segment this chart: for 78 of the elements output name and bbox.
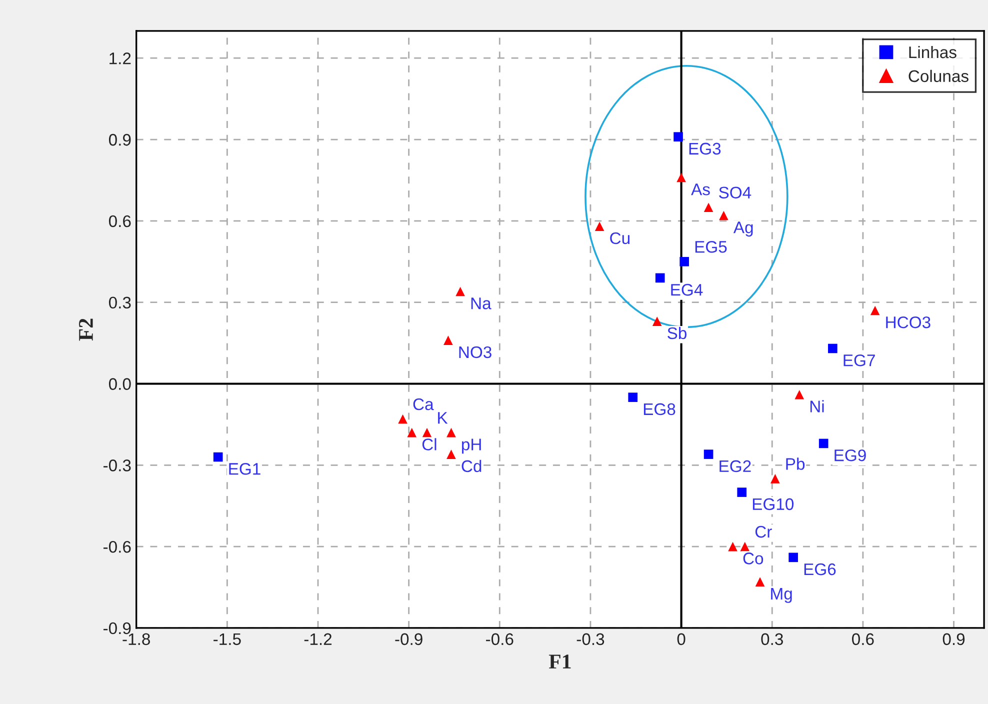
data-label: Pb <box>786 458 805 470</box>
data-label: Sb <box>668 326 686 340</box>
point <box>737 488 747 497</box>
x-tick-label: -0.6 <box>486 633 514 646</box>
data-label: Ca <box>413 398 434 410</box>
x-tick-label: -1.8 <box>122 633 150 646</box>
data-label: Ni <box>810 400 824 412</box>
data-label: EG6 <box>804 563 836 576</box>
y-tick-label: -0.9 <box>104 622 131 634</box>
data-label: Ag <box>733 222 753 237</box>
point <box>788 552 798 562</box>
data-label: K <box>438 412 448 424</box>
data-label: Na <box>471 298 492 310</box>
point <box>770 474 780 484</box>
point <box>594 222 604 232</box>
data-label: EG4 <box>671 284 703 296</box>
x-axis-title: F1 <box>548 654 571 668</box>
data-label: NO3 <box>459 346 492 358</box>
y-tick-label: 0.3 <box>108 296 131 309</box>
x-tick-label: 0.9 <box>942 633 965 646</box>
point <box>704 450 714 459</box>
point <box>444 336 453 345</box>
data-label: Co <box>743 552 764 564</box>
point <box>422 428 432 438</box>
y-tick-label: -0.6 <box>104 540 131 553</box>
data-label: SO4 <box>719 186 752 199</box>
data-label: EG8 <box>644 403 676 416</box>
point <box>680 256 689 266</box>
x-tick-label: -0.3 <box>576 633 604 646</box>
data-label: EG7 <box>844 354 875 366</box>
point <box>655 273 665 283</box>
point <box>676 172 686 182</box>
point <box>456 286 465 296</box>
y-tick-label: 0.6 <box>108 215 131 228</box>
point <box>828 344 838 354</box>
point <box>213 452 223 462</box>
y-axis-title: F2 <box>78 318 93 341</box>
y-tick-label: 0.0 <box>108 378 131 390</box>
data-label: HCO3 <box>886 316 930 328</box>
data-label: Cu <box>610 232 630 244</box>
point <box>755 577 765 586</box>
point <box>818 438 828 448</box>
data-label: EG10 <box>752 498 794 510</box>
point <box>628 392 638 402</box>
data-label: Cl <box>422 438 436 450</box>
y-tick-label: 0.9 <box>108 134 131 146</box>
point <box>398 414 408 424</box>
point <box>446 450 456 459</box>
x-tick-label: -0.9 <box>395 633 422 646</box>
data-label: As <box>691 184 710 196</box>
data-label: Mg <box>771 588 792 603</box>
point <box>652 316 662 326</box>
legend-label: Colunas <box>908 70 968 82</box>
data-label: EG2 <box>720 460 751 472</box>
x-tick-label: 0.6 <box>852 633 874 646</box>
point <box>719 210 728 220</box>
point <box>794 390 804 400</box>
data-label: EG5 <box>695 240 727 253</box>
point <box>704 202 714 212</box>
point <box>728 542 738 552</box>
y-tick-label: 1.2 <box>110 52 131 64</box>
y-tick-label: -0.3 <box>104 460 131 472</box>
data-label: EG3 <box>689 142 721 155</box>
data-label: EG1 <box>229 463 260 475</box>
point <box>407 428 417 438</box>
point <box>674 132 683 142</box>
point <box>740 542 750 552</box>
data-label: pH <box>462 438 481 454</box>
x-tick-label: -1.5 <box>214 633 241 646</box>
point <box>870 306 880 316</box>
x-tick-label: 0 <box>677 633 686 646</box>
data-label: Cd <box>462 460 482 472</box>
x-tick-label: 0.3 <box>761 633 783 646</box>
data-label: Cr <box>755 526 772 538</box>
legend-label: Linhas <box>909 46 956 58</box>
x-tick-label: -1.2 <box>304 633 332 645</box>
point <box>446 428 456 438</box>
data-label: EG9 <box>834 449 866 462</box>
